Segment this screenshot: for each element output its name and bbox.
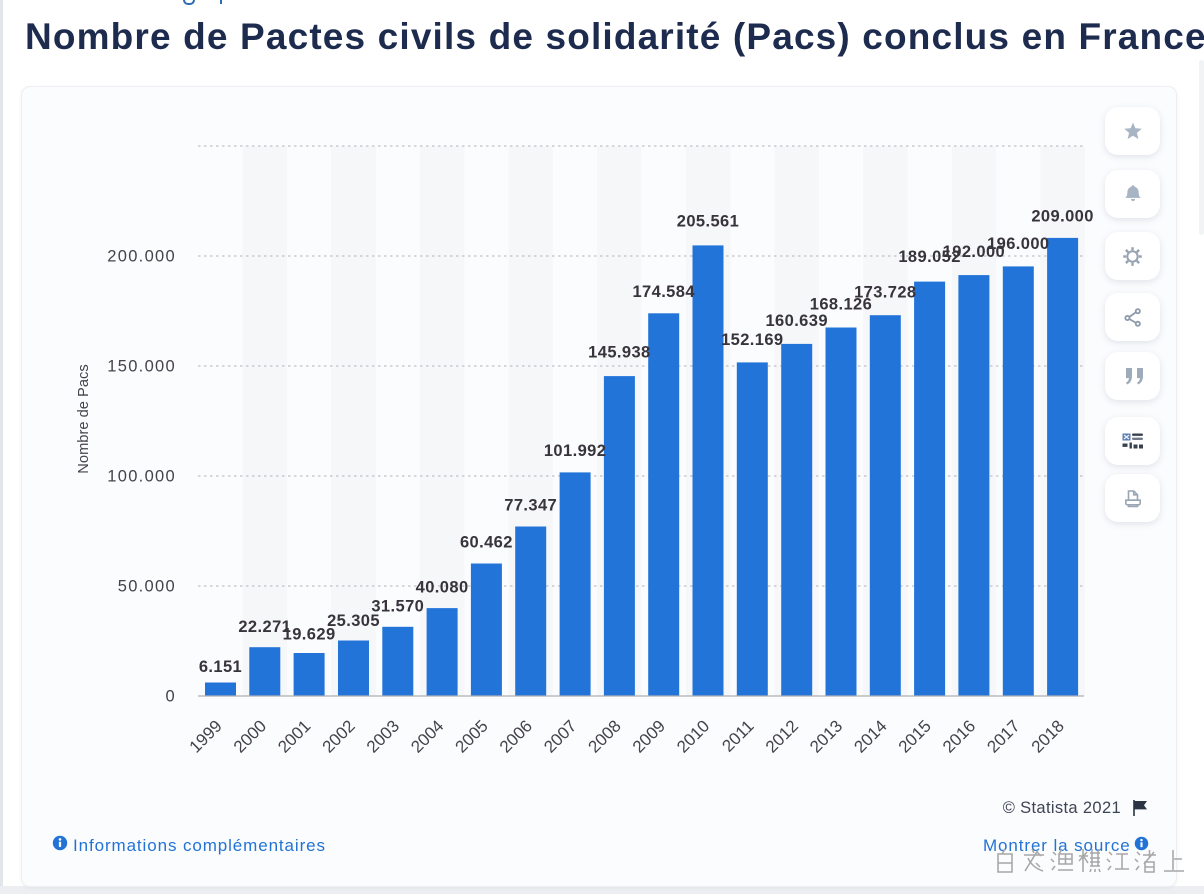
svg-text:2017: 2017	[983, 716, 1023, 756]
svg-text:173.728: 173.728	[854, 284, 916, 302]
svg-text:2004: 2004	[407, 716, 447, 756]
svg-text:2003: 2003	[363, 716, 403, 756]
svg-text:19.629: 19.629	[283, 626, 336, 644]
svg-text:152.169: 152.169	[721, 331, 783, 349]
svg-text:2005: 2005	[452, 716, 492, 756]
svg-text:2002: 2002	[319, 716, 359, 756]
svg-text:189.052: 189.052	[898, 248, 960, 266]
svg-text:2014: 2014	[850, 716, 890, 756]
svg-text:2015: 2015	[895, 716, 935, 756]
svg-text:Nombre de Pacs: Nombre de Pacs	[76, 364, 92, 473]
svg-text:22.271: 22.271	[238, 618, 291, 636]
svg-text:2013: 2013	[806, 716, 846, 756]
svg-text:1999: 1999	[186, 716, 226, 756]
svg-text:50.000: 50.000	[118, 578, 176, 596]
svg-text:2008: 2008	[585, 716, 625, 756]
svg-text:2010: 2010	[673, 716, 713, 756]
svg-text:168.126: 168.126	[810, 296, 872, 314]
svg-text:2012: 2012	[762, 716, 802, 756]
svg-text:2016: 2016	[939, 716, 979, 756]
svg-text:2006: 2006	[496, 716, 536, 756]
svg-text:6.151: 6.151	[199, 658, 242, 676]
svg-text:60.462: 60.462	[460, 534, 513, 552]
svg-text:25.305: 25.305	[327, 612, 380, 630]
svg-text:2001: 2001	[274, 716, 314, 756]
svg-text:2007: 2007	[540, 716, 580, 756]
svg-text:209.000: 209.000	[1031, 207, 1093, 225]
svg-text:145.938: 145.938	[588, 344, 650, 362]
svg-text:31.570: 31.570	[371, 597, 424, 615]
svg-text:100.000: 100.000	[107, 468, 176, 486]
svg-text:150.000: 150.000	[107, 358, 176, 376]
svg-text:0: 0	[166, 688, 176, 706]
svg-text:160.639: 160.639	[765, 312, 827, 330]
svg-text:2009: 2009	[629, 716, 669, 756]
svg-text:200.000: 200.000	[107, 248, 176, 266]
svg-text:196.000: 196.000	[987, 235, 1049, 253]
svg-text:77.347: 77.347	[504, 497, 557, 515]
svg-text:40.080: 40.080	[416, 579, 469, 597]
svg-text:2011: 2011	[718, 716, 757, 755]
svg-text:2018: 2018	[1028, 716, 1068, 756]
svg-text:205.561: 205.561	[677, 212, 739, 230]
svg-text:2000: 2000	[230, 716, 270, 756]
svg-text:101.992: 101.992	[544, 442, 606, 460]
svg-text:192.000: 192.000	[943, 243, 1005, 261]
svg-text:174.584: 174.584	[632, 283, 695, 301]
